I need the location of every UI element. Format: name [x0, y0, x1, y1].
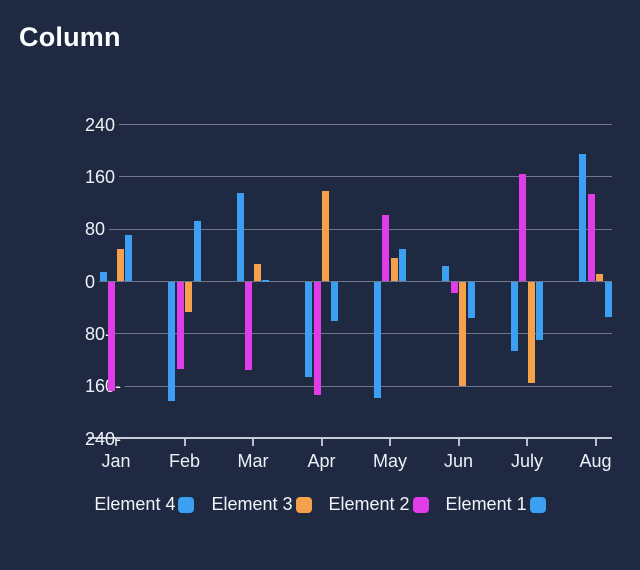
x-tick-mark: [183, 439, 186, 446]
y-tick-label: 240-: [85, 428, 122, 449]
x-tick-mark: [526, 439, 528, 446]
bar-element-2-feb: [176, 281, 184, 369]
legend-swatch: [529, 496, 546, 513]
bar-element-1-jun: [467, 281, 475, 319]
bar-element-4-apr: [305, 281, 313, 377]
gridline-row: 160: [85, 166, 612, 188]
bar-element-1-feb: [193, 221, 201, 282]
bar-element-1-apr: [330, 281, 338, 321]
x-tick-label: Aug: [579, 451, 612, 471]
gridline: [99, 281, 612, 282]
x-tick-label: Jan: [101, 451, 131, 471]
bar-element-2-may: [382, 215, 390, 282]
legend-swatch: [412, 496, 429, 513]
bar-element-3-jan: [116, 249, 124, 282]
x-tick-label: Feb: [168, 451, 201, 471]
bar-element-3-jun: [459, 281, 467, 387]
bar-element-1-mar: [262, 279, 270, 282]
bar-element-3-apr: [322, 190, 330, 282]
legend-label: Element 1: [445, 494, 527, 514]
gridline-row: 240-: [85, 428, 612, 450]
bar-element-1-may: [399, 249, 407, 282]
chart-title: Column: [19, 22, 121, 52]
x-tick-mark: [457, 439, 460, 446]
x-tick-mark: [594, 439, 597, 446]
bar-element-2-jan: [108, 281, 116, 391]
bar-element-3-may: [390, 257, 398, 282]
bar-element-3-mar: [253, 263, 261, 282]
y-tick-label: 240: [85, 114, 116, 135]
gridline: [115, 333, 612, 335]
y-tick-label: 0: [85, 271, 96, 292]
bar-element-4-july: [510, 281, 518, 352]
legend-swatch: [295, 496, 312, 513]
bar-element-3-aug: [596, 274, 604, 282]
bar-element-4-mar: [236, 192, 244, 282]
gridline-row: 80-: [85, 323, 612, 345]
legend-swatch: [178, 496, 195, 513]
bar-element-1-july: [536, 281, 544, 341]
legend-item-element-2[interactable]: Element 2: [329, 494, 429, 515]
legend-label: Element 2: [328, 494, 410, 514]
legend-item-element-3[interactable]: Element 3: [211, 494, 312, 515]
gridline: [109, 228, 612, 230]
gridline-row: 240: [85, 114, 612, 136]
legend-label: Element 3: [211, 494, 293, 514]
x-axis-line: [88, 437, 612, 439]
y-tick-label: 160: [85, 166, 116, 187]
bar-element-4-may: [373, 281, 381, 398]
bar-element-3-feb: [185, 281, 193, 313]
bar-element-4-jan: [99, 272, 107, 282]
bar-element-1-jan: [125, 235, 133, 282]
bar-element-4-aug: [579, 153, 587, 282]
legend: Element 4 Element 3 Element 2 Element 1: [0, 494, 640, 515]
bar-element-2-july: [519, 174, 527, 282]
legend-label: Element 4: [94, 494, 176, 514]
gridline-row: 80: [85, 218, 612, 240]
x-tick-label: Apr: [307, 451, 336, 471]
x-tick-label: Mar: [237, 451, 269, 471]
x-tick-mark: [320, 439, 323, 446]
bar-element-2-apr: [313, 281, 321, 395]
bar-element-3-july: [527, 281, 535, 383]
gridline-row: 0: [85, 271, 612, 293]
legend-item-element-1[interactable]: Element 1: [446, 494, 546, 515]
bar-element-2-aug: [587, 193, 595, 282]
gridline: [119, 176, 612, 178]
x-tick-label: Jun: [443, 451, 474, 471]
gridline: [125, 385, 612, 387]
x-tick-label: May: [372, 451, 408, 471]
bar-element-1-aug: [604, 281, 612, 317]
gridline: [119, 124, 612, 125]
bar-element-2-mar: [245, 281, 253, 370]
bar-element-4-feb: [168, 281, 176, 401]
x-tick-mark: [252, 439, 254, 446]
bar-element-2-jun: [450, 281, 458, 293]
x-tick-label: July: [510, 451, 544, 471]
x-tick-mark: [389, 439, 391, 446]
y-tick-label: 160-: [85, 376, 122, 397]
x-tick-mark: [115, 439, 117, 446]
y-tick-label: 80: [85, 219, 106, 240]
y-tick-label: 80-: [85, 323, 112, 344]
bar-element-4-jun: [442, 266, 450, 282]
legend-item-element-4[interactable]: Element 4: [94, 494, 195, 515]
